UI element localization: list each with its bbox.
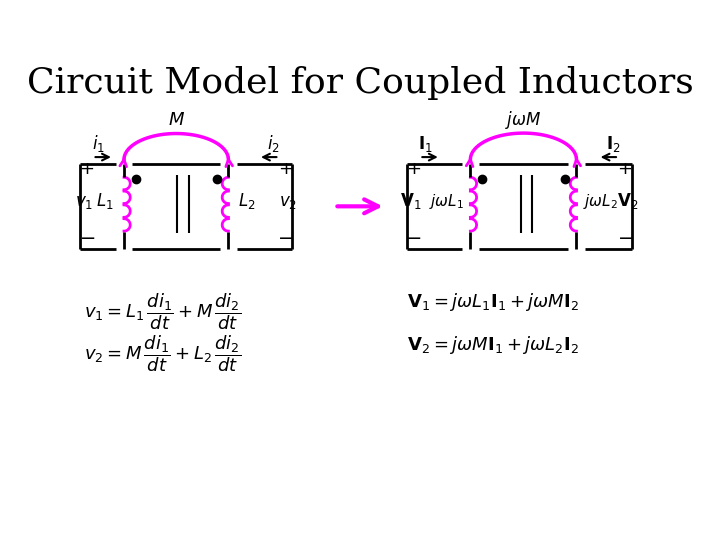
Text: $v_2$: $v_2$ (279, 194, 297, 211)
Text: $+$: $+$ (617, 160, 632, 178)
Text: $\mathbf{V}_2$: $\mathbf{V}_2$ (617, 191, 638, 211)
Text: $v_1$: $v_1$ (75, 194, 93, 211)
Text: $L_2$: $L_2$ (238, 191, 256, 211)
Text: $L_1$: $L_1$ (96, 191, 114, 211)
Text: $M$: $M$ (168, 111, 185, 129)
Text: $j\omega L_1$: $j\omega L_1$ (429, 192, 464, 211)
Text: $+$: $+$ (278, 160, 293, 178)
Text: $v_2 = M\,\dfrac{di_1}{dt} + L_2\,\dfrac{di_2}{dt}$: $v_2 = M\,\dfrac{di_1}{dt} + L_2\,\dfrac… (84, 334, 241, 374)
Text: $\mathbf{V}_1$: $\mathbf{V}_1$ (400, 191, 422, 211)
Text: $-$: $-$ (617, 228, 633, 246)
Text: $\mathbf{V}_2 = j\omega M\mathbf{I}_1 + j\omega L_2\mathbf{I}_2$: $\mathbf{V}_2 = j\omega M\mathbf{I}_1 + … (407, 334, 579, 356)
Text: $\mathbf{I}_2$: $\mathbf{I}_2$ (606, 133, 621, 153)
Text: $j\omega M$: $j\omega M$ (505, 109, 541, 131)
Text: $-$: $-$ (277, 228, 294, 246)
Text: $i_2$: $i_2$ (267, 133, 280, 153)
Text: $\mathbf{I}_1$: $\mathbf{I}_1$ (418, 133, 433, 153)
Text: $+$: $+$ (406, 160, 421, 178)
Text: $\mathbf{V}_1 = j\omega L_1\mathbf{I}_1 + j\omega M\mathbf{I}_2$: $\mathbf{V}_1 = j\omega L_1\mathbf{I}_1 … (407, 291, 579, 313)
Text: $+$: $+$ (79, 160, 94, 178)
Text: $i_1$: $i_1$ (92, 133, 105, 153)
Text: $-$: $-$ (78, 228, 95, 246)
Text: $j\omega L_2$: $j\omega L_2$ (582, 192, 618, 211)
Text: Circuit Model for Coupled Inductors: Circuit Model for Coupled Inductors (27, 66, 693, 100)
Text: $v_1 = L_1\,\dfrac{di_1}{dt} + M\,\dfrac{di_2}{dt}$: $v_1 = L_1\,\dfrac{di_1}{dt} + M\,\dfrac… (84, 291, 241, 332)
Text: $-$: $-$ (405, 228, 422, 246)
